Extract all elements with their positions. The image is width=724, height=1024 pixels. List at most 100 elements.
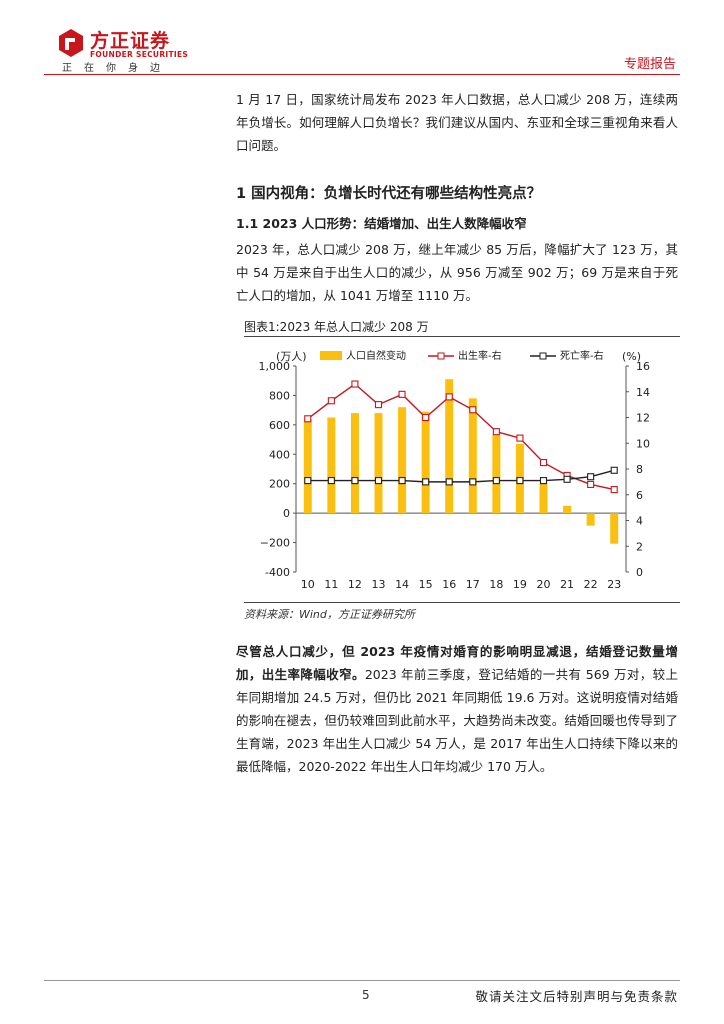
right-tick-label: 4 — [636, 515, 643, 528]
legend-label: 人口自然变动 — [346, 349, 406, 362]
death-rate-point — [304, 477, 312, 485]
bar-natural-change — [327, 417, 336, 514]
legend-label: 出生率-右 — [458, 349, 502, 362]
death-rate-point — [351, 477, 359, 485]
birth-rate-point — [374, 401, 383, 409]
footer-divider — [44, 980, 680, 981]
legend-marker-birth-rate — [437, 352, 445, 360]
left-tick-label: 600 — [269, 419, 290, 432]
paragraph-marriage: 尽管总人口减少，但 2023 年疫情对婚育的影响明显减退，结婚登记数量增加，出生… — [236, 640, 678, 778]
left-tick-label: 1,000 — [259, 360, 291, 373]
page-number: 5 — [362, 988, 370, 1002]
death-rate-point — [374, 477, 383, 485]
left-tick-label: 400 — [269, 448, 290, 461]
birth-rate-point — [327, 397, 335, 405]
birth-rate-point — [469, 406, 477, 414]
report-type-label: 专题报告 — [623, 57, 676, 72]
x-tick-label: 23 — [607, 578, 621, 591]
x-tick-label: 16 — [442, 578, 456, 591]
bar-natural-change — [421, 411, 430, 514]
left-tick-label: 800 — [269, 389, 290, 402]
birth-rate-point — [398, 390, 406, 398]
x-tick-label: 17 — [466, 578, 480, 591]
intro-paragraph: 1 月 17 日，国家统计局发布 2023 年人口数据，总人口减少 208 万，… — [236, 92, 678, 153]
birth-rate-point — [610, 486, 618, 494]
paragraph-population: 2023 年，总人口减少 208 万，继上年减少 85 万后，降幅扩大了 123… — [236, 242, 678, 303]
x-tick-label: 19 — [513, 578, 527, 591]
birth-rate-point — [445, 393, 453, 401]
left-tick-label: −200 — [260, 537, 290, 550]
right-tick-label: 12 — [636, 412, 650, 425]
bar-natural-change — [468, 398, 477, 514]
left-tick-label: 200 — [269, 478, 290, 491]
slogan: 正在你身边 — [62, 63, 172, 74]
birth-rate-line — [307, 383, 615, 491]
death-rate-point — [445, 478, 453, 486]
left-axis-unit: (万人) — [276, 350, 307, 363]
death-rate-point — [398, 477, 406, 485]
bar-natural-change — [610, 513, 619, 544]
left-tick-label: 0 — [283, 507, 290, 520]
birth-rate-point — [422, 413, 430, 422]
figure-source: 资料来源：Wind，方正证券研究所 — [244, 608, 415, 621]
subsection-heading: 1.1 2023 人口形势：结婚增加、出生人数降幅收窄 — [236, 216, 527, 231]
right-axis-unit: (%) — [622, 350, 641, 363]
bar-natural-change — [398, 407, 407, 514]
right-tick-label: 14 — [636, 386, 650, 399]
header-divider — [44, 74, 680, 75]
bar-natural-change — [563, 505, 572, 514]
x-tick-label: 20 — [537, 578, 551, 591]
x-tick-label: 14 — [395, 578, 409, 591]
right-tick-label: 16 — [636, 360, 650, 373]
birth-rate-point — [351, 380, 359, 388]
population-chart: -400−20002004006008001,0000246810121416(… — [259, 349, 651, 591]
right-tick-label: 8 — [636, 463, 643, 476]
x-tick-label: 10 — [301, 578, 315, 591]
paragraph-marriage-body: 2023 年前三季度，登记结婚的一共有 569 万对，较上年同期增加 24.5 … — [236, 667, 678, 774]
birth-rate-point — [587, 480, 595, 488]
legend-swatch-natural-change — [320, 351, 342, 360]
figure-top-rule — [244, 336, 680, 337]
right-tick-label: 10 — [636, 437, 650, 450]
bar-natural-change — [303, 418, 312, 514]
bar-natural-change — [586, 513, 595, 526]
bar-natural-change — [445, 379, 454, 514]
death-rate-point — [563, 475, 571, 483]
death-rate-point — [469, 478, 477, 486]
x-tick-label: 12 — [348, 578, 362, 591]
death-rate-point — [516, 477, 524, 485]
legend-label: 死亡率-右 — [560, 349, 604, 362]
birth-rate-point — [304, 415, 312, 423]
right-tick-label: 2 — [636, 540, 643, 553]
paragraph-marriage-lead: 尽管总人口减少，但 2023 年疫情对婚育的影响明显减退，结婚登记数量增加，出生… — [236, 644, 678, 682]
x-tick-label: 13 — [372, 578, 386, 591]
death-rate-point — [492, 477, 500, 485]
x-tick-label: 22 — [584, 578, 598, 591]
bar-natural-change — [374, 413, 383, 514]
birth-rate-point — [492, 428, 500, 436]
birth-rate-point — [539, 459, 548, 467]
section-heading: 1 国内视角：负增长时代还有哪些结构性亮点？ — [236, 186, 542, 202]
founder-logo-icon — [59, 29, 83, 57]
bar-natural-change — [350, 413, 359, 514]
death-rate-point — [327, 477, 335, 485]
right-tick-label: 0 — [636, 566, 643, 579]
death-rate-point — [587, 473, 595, 481]
birth-rate-point — [516, 434, 524, 442]
bar-natural-change — [539, 483, 548, 514]
bar-natural-change — [492, 435, 501, 514]
logo-en-text: FOUNDER SECURITIES — [90, 50, 189, 59]
legend-marker-death-rate — [539, 352, 547, 360]
death-rate-line — [307, 469, 615, 483]
x-tick-label: 15 — [419, 578, 433, 591]
figure-bottom-rule — [244, 602, 680, 603]
figure-title: 图表1:2023 年总人口减少 208 万 — [244, 320, 429, 334]
x-tick-label: 18 — [489, 578, 503, 591]
company-logo: 方正证券 FOUNDER SECURITIES — [58, 26, 218, 72]
death-rate-point — [610, 466, 618, 474]
disclaimer-link[interactable]: 敬请关注文后特别声明与免责条款 — [475, 989, 678, 1004]
death-rate-point — [422, 478, 430, 486]
logo-cn-text: 方正证券 — [90, 30, 171, 52]
x-tick-label: 21 — [560, 578, 574, 591]
death-rate-point — [539, 477, 548, 485]
